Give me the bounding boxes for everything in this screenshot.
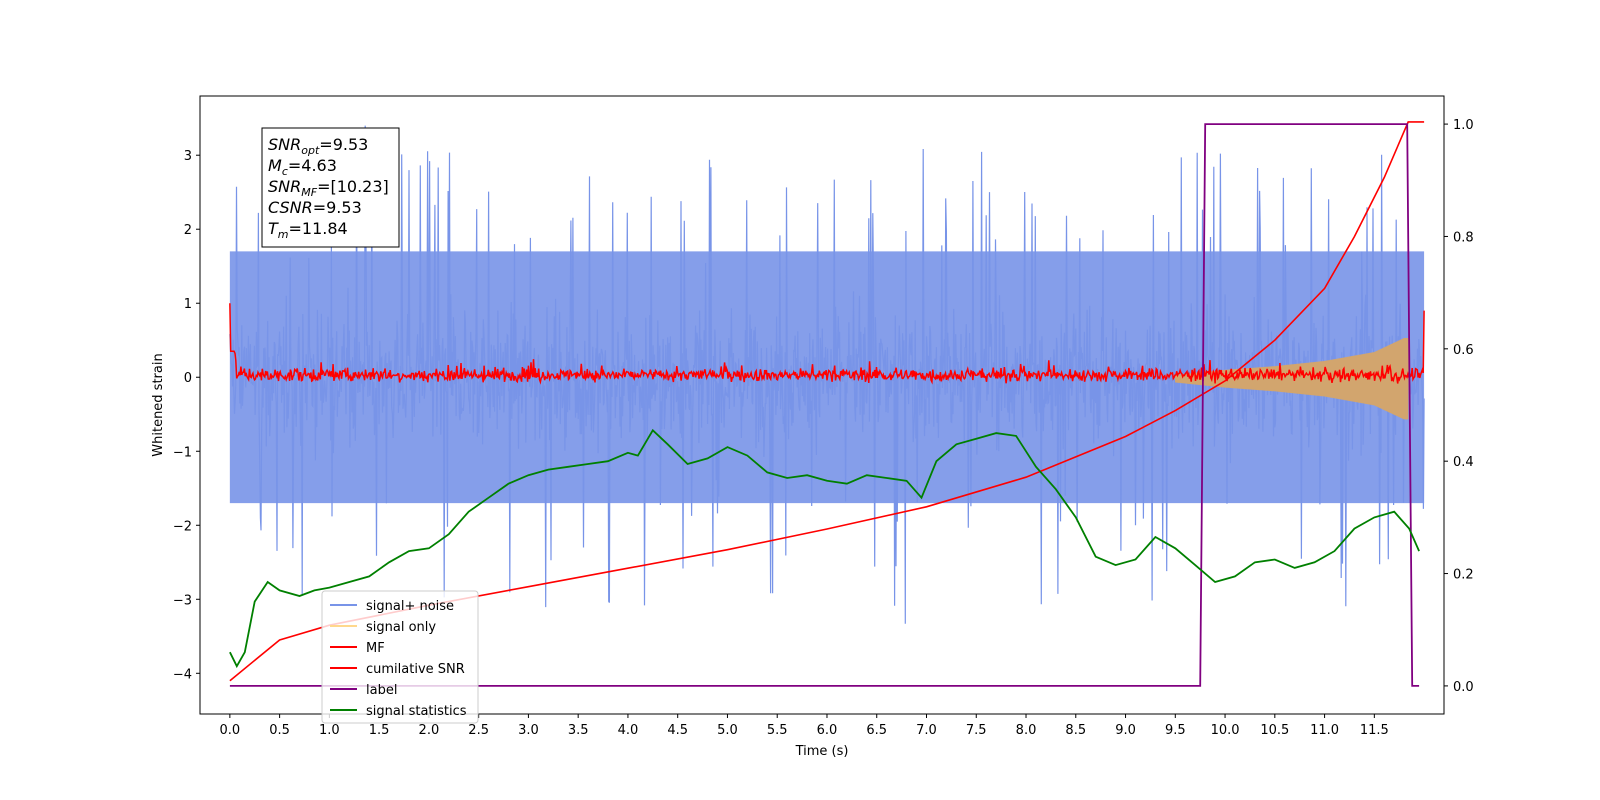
- x-tick-label: 5.5: [767, 723, 788, 738]
- x-tick-label: 0.5: [269, 723, 290, 738]
- info-line: SNRopt=9.53: [268, 135, 368, 157]
- x-tick-label: 6.0: [817, 723, 838, 738]
- y-tick-label: −2: [173, 519, 192, 534]
- info-line: CSNR=9.53: [268, 198, 362, 217]
- legend-label: signal only: [366, 620, 436, 635]
- x-tick-label: 8.0: [1016, 723, 1037, 738]
- y2-tick-label: 0.4: [1453, 455, 1474, 470]
- y-tick-label: 3: [184, 149, 192, 164]
- y-tick-label: 1: [184, 297, 192, 312]
- x-tick-label: 1.5: [369, 723, 390, 738]
- x-tick-label: 4.0: [618, 723, 639, 738]
- legend-label: MF: [366, 641, 385, 656]
- y-tick-label: −3: [173, 593, 192, 608]
- info-subscript: c: [282, 165, 288, 178]
- x-axis: 0.0 0.5 1.0 1.5 2.0 2.5 3.0 3.5 4.0 4.5 5.0 5.5 6.0 6…: [220, 714, 1389, 738]
- x-tick-label: 9.5: [1165, 723, 1186, 738]
- legend-label: cumilative SNR: [366, 662, 465, 677]
- info-symbol: T: [268, 219, 279, 238]
- x-tick-label: 10.0: [1211, 723, 1240, 738]
- info-value: =9.53: [319, 135, 368, 154]
- x-tick-label: 4.5: [667, 723, 688, 738]
- info-value: =4.63: [288, 156, 337, 175]
- info-line: Tm=11.84: [268, 219, 348, 241]
- legend-frame: [321, 590, 479, 724]
- y-tick-label: −1: [173, 445, 192, 460]
- x-tick-label: 9.0: [1115, 723, 1136, 738]
- mf-series: [229, 303, 1425, 385]
- info-symbol: SNR: [268, 135, 301, 154]
- info-subscript: MF: [301, 186, 317, 199]
- info-symbol: CSNR: [268, 198, 313, 217]
- y2-tick-label: 0.8: [1453, 230, 1474, 245]
- plot-area: [229, 121, 1425, 687]
- x-tick-label: 2.0: [419, 723, 440, 738]
- info-symbol: SNR: [268, 177, 301, 196]
- x-tick-label: 1.0: [319, 723, 340, 738]
- info-value: =9.53: [313, 198, 362, 217]
- signal-only-series: [1174, 337, 1409, 420]
- signal-statistics-series: [229, 428, 1420, 669]
- info-subscript: m: [278, 228, 289, 241]
- legend: signal+ noise signal only MF cumilative SNR…: [321, 590, 479, 724]
- info-box-frame: [261, 127, 400, 248]
- x-tick-label: 6.5: [866, 723, 887, 738]
- y-axis-left: 3 2 1 0 −1 −2 −3 −4: [173, 149, 200, 682]
- x-tick-label: 11.5: [1360, 723, 1389, 738]
- info-subscript: opt: [301, 144, 320, 157]
- y2-tick-label: 0.6: [1453, 343, 1474, 358]
- y2-tick-label: 0.2: [1453, 568, 1474, 583]
- x-tick-label: 3.5: [568, 723, 589, 738]
- x-tick-label: 11.0: [1310, 723, 1339, 738]
- y2-tick-label: 1.0: [1453, 118, 1474, 133]
- y-axis-label: Whitened strain: [151, 353, 166, 456]
- legend-label: signal+ noise: [366, 599, 454, 614]
- y-tick-label: 2: [184, 223, 192, 238]
- legend-label: label: [366, 683, 397, 698]
- y-tick-label: −4: [173, 667, 192, 682]
- x-axis-label: Time (s): [795, 744, 849, 759]
- y-axis-right: 1.0 0.8 0.6 0.4 0.2 0.0: [1444, 118, 1474, 695]
- y-tick-label: 0: [184, 371, 192, 386]
- x-tick-label: 3.0: [518, 723, 539, 738]
- info-box: SNRopt=9.53Mc=4.63SNRMF=[10.23]CSNR=9.53…: [261, 127, 400, 248]
- info-symbol: M: [268, 156, 282, 175]
- label-series: [229, 123, 1420, 687]
- info-line: SNRMF=[10.23]: [268, 177, 389, 199]
- signal-noise-series: [229, 125, 1425, 624]
- plot-frame: [199, 95, 1445, 715]
- info-value: =[10.23]: [317, 177, 389, 196]
- x-tick-label: 8.5: [1065, 723, 1086, 738]
- x-tick-label: 7.5: [966, 723, 987, 738]
- info-line: Mc=4.63: [268, 156, 337, 178]
- x-tick-label: 5.0: [717, 723, 738, 738]
- legend-label: signal statistics: [366, 704, 467, 719]
- x-tick-label: 0.0: [220, 723, 241, 738]
- x-tick-label: 2.5: [468, 723, 489, 738]
- info-value: =11.84: [289, 219, 348, 238]
- x-tick-label: 7.0: [916, 723, 937, 738]
- x-tick-label: 10.5: [1260, 723, 1289, 738]
- y2-tick-label: 0.0: [1453, 680, 1474, 695]
